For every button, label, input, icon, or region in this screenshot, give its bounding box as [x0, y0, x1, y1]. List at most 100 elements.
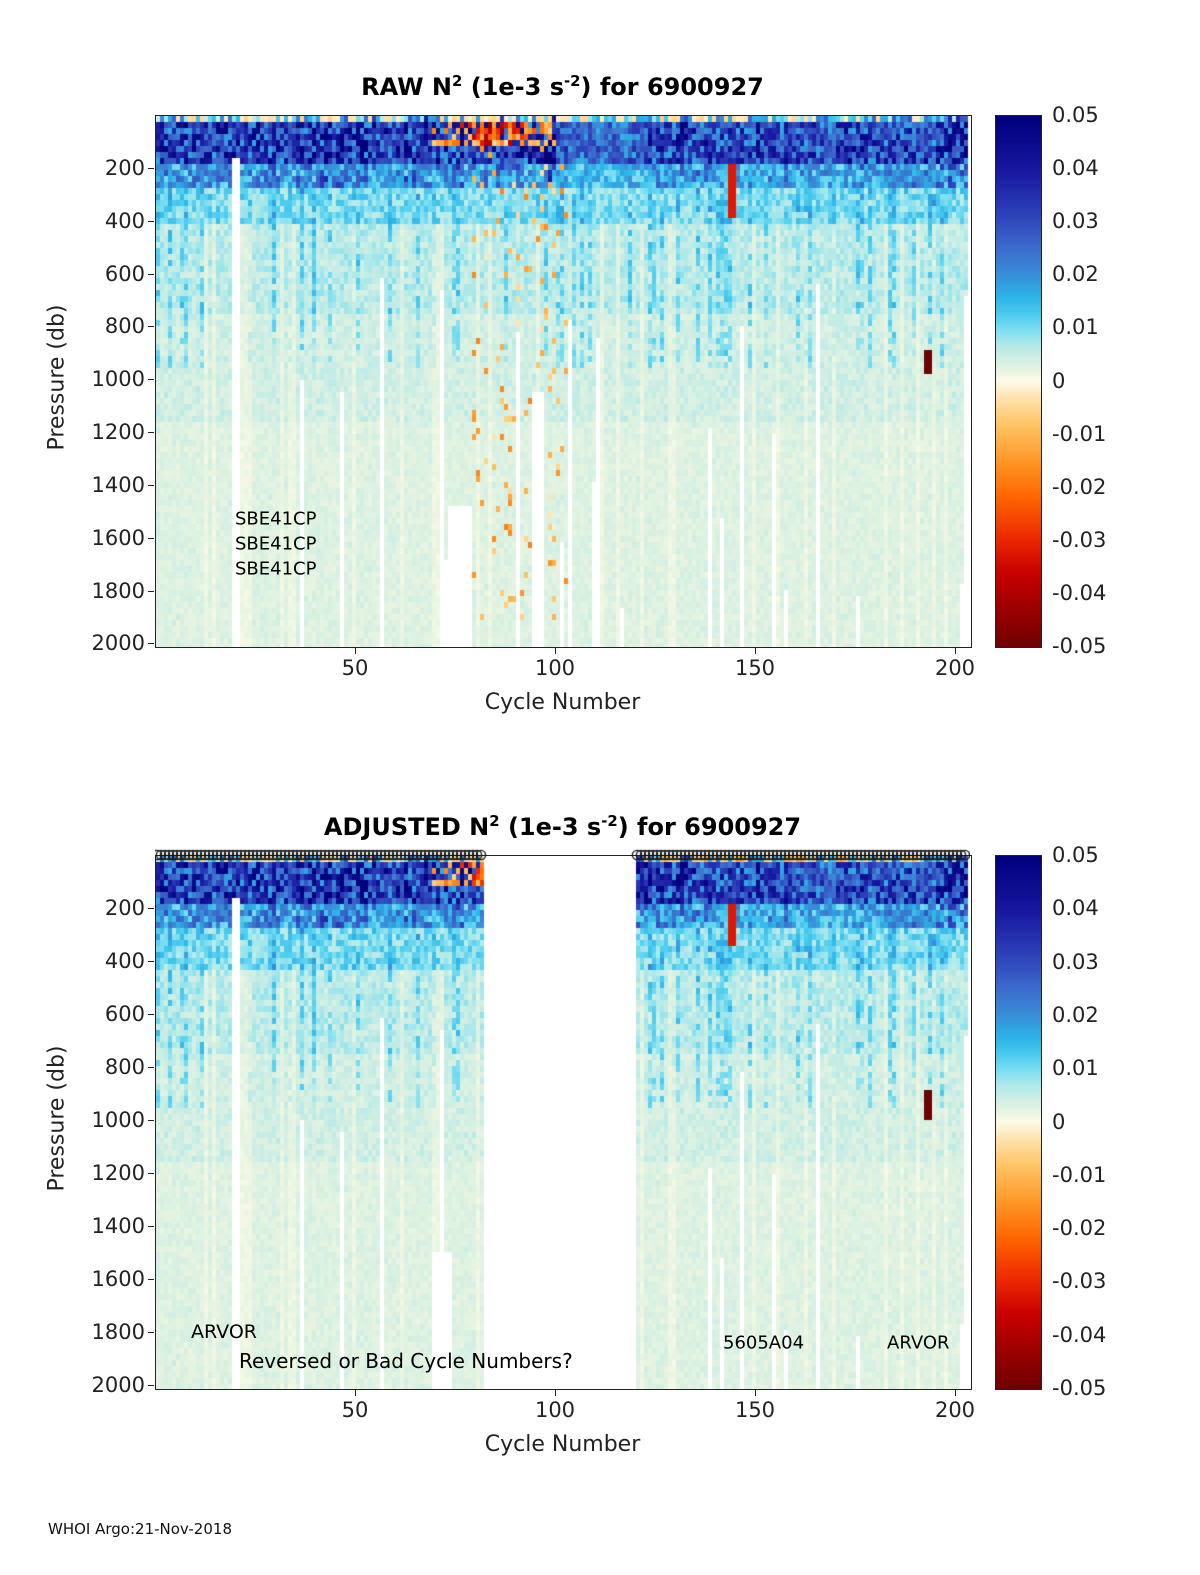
raw-heatmap-canvas: [156, 116, 971, 647]
y-axis-tick-mark: [148, 643, 154, 644]
y-axis-tick-mark: [148, 432, 154, 433]
y-axis-tick-mark: [148, 1067, 154, 1068]
colorbar-tick-label: 0.03: [1052, 949, 1099, 974]
colorbar-tick-label: 0.03: [1052, 209, 1099, 234]
y-tick-label: 1200: [91, 1161, 145, 1186]
x-tick-label: 150: [734, 1398, 776, 1422]
x-axis-tick-mark: [555, 648, 556, 654]
title-text: (1e-3 s: [499, 813, 602, 841]
annotation-text: Reversed or Bad Cycle Numbers?: [239, 1349, 573, 1374]
y-tick-label: 400: [104, 949, 145, 974]
y-axis-tick-mark: [148, 1014, 154, 1015]
y-tick-label: 2000: [91, 1373, 145, 1398]
x-axis-tick-mark: [555, 1390, 556, 1396]
x-axis-tick-mark: [755, 648, 756, 654]
x-tick-label: 100: [534, 1398, 576, 1422]
colorbar-tick-label: 0.01: [1052, 315, 1099, 340]
y-axis-tick-mark: [148, 908, 154, 909]
colorbar-tick-label: 0.02: [1052, 262, 1099, 287]
y-axis-tick-mark: [148, 326, 154, 327]
y-tick-label: 1800: [91, 578, 145, 603]
annotation-text: SBE41CP: [235, 533, 317, 555]
annotation-text: ARVOR: [191, 1321, 257, 1344]
adjusted-y-axis-label: Pressure (db): [44, 1045, 70, 1192]
colorbar-tick-label: 0.04: [1052, 896, 1099, 921]
colorbar-tick-label: -0.03: [1052, 1269, 1107, 1294]
colorbar-tick-label: -0.01: [1052, 421, 1107, 446]
y-tick-label: 1600: [91, 525, 145, 550]
colorbar-tick-label: -0.02: [1052, 1216, 1107, 1241]
colorbar-tick-label: -0.03: [1052, 527, 1107, 552]
title-superscript: 2: [489, 812, 500, 830]
raw-colorbar-canvas: [996, 116, 1041, 647]
y-tick-label: 400: [104, 208, 145, 233]
y-tick-label: 200: [104, 896, 145, 921]
x-tick-label: 200: [934, 1398, 976, 1422]
y-axis-tick-mark: [148, 1173, 154, 1174]
y-tick-label: 1800: [91, 1320, 145, 1345]
x-tick-label: 150: [734, 656, 776, 680]
colorbar-tick-label: 0.04: [1052, 156, 1099, 181]
colorbar-tick-label: -0.01: [1052, 1162, 1107, 1187]
title-text: RAW N: [361, 73, 453, 101]
title-text: ) for 6900927: [617, 813, 802, 841]
y-tick-label: 1000: [91, 367, 145, 392]
y-axis-tick-mark: [148, 274, 154, 275]
y-tick-label: 200: [104, 155, 145, 180]
y-tick-label: 1400: [91, 1214, 145, 1239]
colorbar-tick-label: 0: [1052, 1109, 1066, 1134]
x-axis-tick-mark: [955, 1390, 956, 1396]
y-tick-label: 1200: [91, 420, 145, 444]
adjusted-heatmap-frame: [155, 855, 972, 1390]
y-tick-label: 2000: [91, 631, 145, 656]
annotation-text: ARVOR: [887, 1332, 950, 1354]
adjusted-heatmap-canvas: [156, 856, 971, 1389]
annotation-text: SBE41CP: [235, 558, 317, 580]
raw-heatmap-frame: [155, 115, 972, 648]
y-tick-label: 800: [104, 1055, 145, 1080]
raw-chart-title: RAW N2 (1e-3 s-2) for 6900927: [155, 72, 970, 101]
colorbar-tick-label: -0.05: [1052, 634, 1107, 658]
raw-x-axis-label: Cycle Number: [484, 690, 641, 715]
y-tick-label: 1000: [91, 1108, 145, 1133]
raw-colorbar-frame: [995, 115, 1042, 648]
title-superscript: 2: [452, 72, 463, 90]
annotation-text: 5605A04: [723, 1332, 805, 1354]
y-tick-label: 800: [104, 314, 145, 339]
y-axis-tick-mark: [148, 168, 154, 169]
x-axis-tick-mark: [355, 648, 356, 654]
colorbar-tick-label: -0.04: [1052, 580, 1107, 605]
x-axis-tick-mark: [955, 648, 956, 654]
colorbar-tick-label: -0.04: [1052, 1322, 1107, 1347]
x-axis-tick-mark: [755, 1390, 756, 1396]
colorbar-tick-label: 0.02: [1052, 1002, 1099, 1027]
x-tick-label: 50: [341, 656, 369, 680]
title-text: ADJUSTED N: [323, 813, 490, 841]
y-axis-tick-mark: [148, 1120, 154, 1121]
y-axis-tick-mark: [148, 538, 154, 539]
colorbar-tick-label: -0.05: [1052, 1376, 1107, 1400]
y-tick-label: 600: [104, 261, 145, 286]
adjusted-colorbar-canvas: [996, 856, 1041, 1389]
title-text: (1e-3 s: [462, 73, 564, 101]
y-axis-tick-mark: [148, 485, 154, 486]
title-text: ) for 6900927: [580, 73, 764, 101]
adjusted-chart-title: ADJUSTED N2 (1e-3 s-2) for 6900927: [155, 812, 970, 841]
colorbar-tick-label: 0.05: [1052, 843, 1099, 867]
y-axis-tick-mark: [148, 961, 154, 962]
colorbar-tick-label: 0.01: [1052, 1056, 1099, 1081]
title-superscript: -2: [563, 72, 581, 90]
title-superscript: -2: [601, 812, 618, 830]
colorbar-tick-label: 0.05: [1052, 103, 1099, 127]
y-tick-label: 1600: [91, 1267, 145, 1292]
footer-text: WHOI Argo:21-Nov-2018: [48, 1520, 232, 1538]
cycle-marker-row: [155, 844, 970, 868]
y-tick-label: 1400: [91, 472, 145, 497]
annotation-text: SBE41CP: [235, 508, 317, 530]
cycle-marker-circles: [155, 844, 970, 868]
x-axis-tick-mark: [355, 1390, 356, 1396]
adjusted-x-axis-label: Cycle Number: [484, 1432, 641, 1457]
colorbar-tick-label: -0.02: [1052, 474, 1107, 499]
y-axis-tick-mark: [148, 1279, 154, 1280]
